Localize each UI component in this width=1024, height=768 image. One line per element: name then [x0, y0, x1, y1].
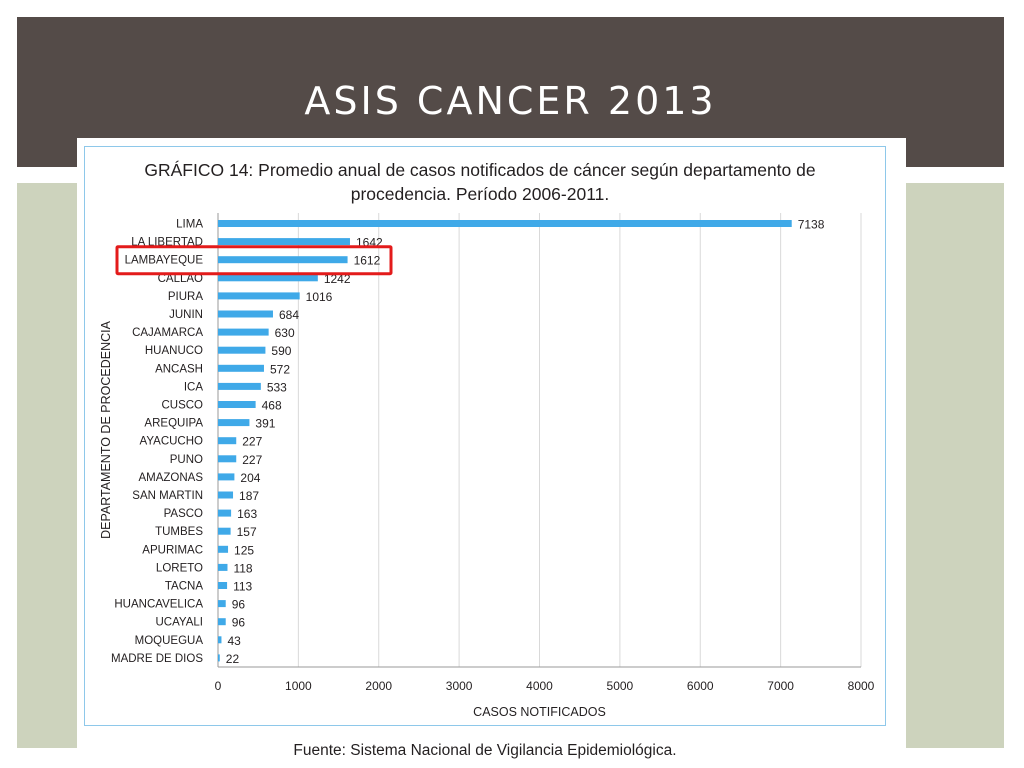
- bar: [218, 618, 226, 626]
- bar: [218, 419, 250, 427]
- bar: [218, 328, 269, 336]
- category-label: AMAZONAS: [138, 472, 203, 484]
- bar: [218, 636, 222, 644]
- y-axis-title: DEPARTAMENTO DE PROCEDENCIA: [99, 320, 113, 539]
- slide-title: ASIS CANCER 2013: [304, 79, 717, 123]
- value-label: 96: [232, 616, 246, 630]
- bar: [218, 346, 266, 354]
- bar: [218, 509, 232, 517]
- figure-source: Fuente: Sistema Nacional de Vigilancia E…: [293, 742, 677, 759]
- value-label: 1242: [324, 272, 351, 286]
- left-side-panel: [17, 183, 77, 748]
- highlight-box: [115, 245, 393, 276]
- chart-title: GRÁFICO 14: Promedio anual de casos noti…: [144, 160, 816, 204]
- category-label: LORETO: [156, 562, 203, 574]
- x-tick-label: 5000: [607, 679, 634, 693]
- x-tick-label: 7000: [767, 679, 794, 693]
- x-tick-label: 6000: [687, 679, 714, 693]
- category-label: CUSCO: [161, 400, 203, 412]
- category-label: MADRE DE DIOS: [111, 653, 203, 665]
- x-tick-label: 1000: [285, 679, 312, 693]
- value-label: 572: [270, 362, 290, 376]
- bar: [218, 256, 348, 264]
- category-label: PUNO: [170, 454, 203, 466]
- bar: [218, 473, 235, 481]
- bar: [218, 455, 237, 463]
- category-label: HUANCAVELICA: [114, 599, 203, 611]
- bar: [218, 238, 350, 246]
- category-label: CAJAMARCA: [132, 327, 203, 339]
- bar: [218, 654, 220, 662]
- category-label: APURIMAC: [142, 544, 203, 556]
- value-label: 157: [237, 525, 257, 539]
- value-label: 227: [242, 453, 262, 467]
- bar: [218, 364, 264, 372]
- value-label: 118: [233, 561, 252, 575]
- value-label: 43: [227, 634, 241, 648]
- bar: [218, 437, 237, 445]
- value-label: 630: [275, 326, 295, 340]
- category-label: TACNA: [165, 581, 203, 593]
- figure-panel: [77, 138, 906, 768]
- value-label: 468: [262, 399, 282, 413]
- bar: [218, 310, 273, 318]
- category-label: ICA: [184, 381, 204, 393]
- value-label: 7138: [798, 218, 825, 232]
- bar: [218, 491, 234, 499]
- bar: [218, 600, 226, 608]
- value-label: 187: [239, 489, 259, 503]
- category-label: SAN MARTIN: [132, 490, 203, 502]
- bar: [218, 220, 792, 227]
- right-side-panel: [906, 183, 1004, 748]
- value-label: 96: [232, 598, 246, 612]
- x-tick-label: 0: [215, 679, 222, 693]
- bar: [218, 545, 229, 553]
- category-label: JUNIN: [169, 309, 203, 321]
- bar: [218, 527, 231, 535]
- category-label: AREQUIPA: [144, 418, 203, 430]
- category-label: LIMA: [176, 219, 203, 231]
- category-label: LAMBAYEQUE: [125, 255, 204, 267]
- category-label: PIURA: [168, 291, 203, 303]
- category-label: UCAYALI: [155, 617, 203, 629]
- x-tick-label: 3000: [446, 679, 473, 693]
- category-label: AYACUCHO: [140, 436, 204, 448]
- x-tick-label: 8000: [848, 679, 875, 693]
- category-label: PASCO: [164, 508, 203, 520]
- category-label: ANCASH: [155, 363, 203, 375]
- value-label: 163: [237, 507, 257, 521]
- value-label: 590: [271, 344, 291, 358]
- bar: [218, 563, 228, 571]
- chart-frame: [84, 146, 886, 726]
- value-label: 533: [267, 380, 287, 394]
- x-axis-title: CASOS NOTIFICADOS: [473, 705, 606, 719]
- value-label: 125: [234, 543, 254, 557]
- bar: [218, 401, 256, 408]
- value-label: 1016: [306, 290, 333, 304]
- value-label: 1612: [354, 254, 381, 268]
- value-label: 113: [233, 580, 252, 594]
- bar: [218, 382, 261, 390]
- category-label: CALLAO: [158, 273, 203, 285]
- category-label: TUMBES: [155, 526, 203, 538]
- value-label: 204: [240, 471, 260, 485]
- x-tick-label: 4000: [526, 679, 553, 693]
- value-label: 391: [255, 417, 275, 431]
- category-label: MOQUEGUA: [135, 635, 204, 647]
- category-label: HUANUCO: [145, 345, 203, 357]
- value-label: 22: [226, 652, 240, 666]
- bar: [218, 582, 228, 589]
- bar: [218, 292, 300, 300]
- bar: [218, 274, 318, 282]
- value-label: 684: [279, 308, 299, 322]
- value-label: 227: [242, 435, 262, 449]
- x-tick-label: 2000: [365, 679, 392, 693]
